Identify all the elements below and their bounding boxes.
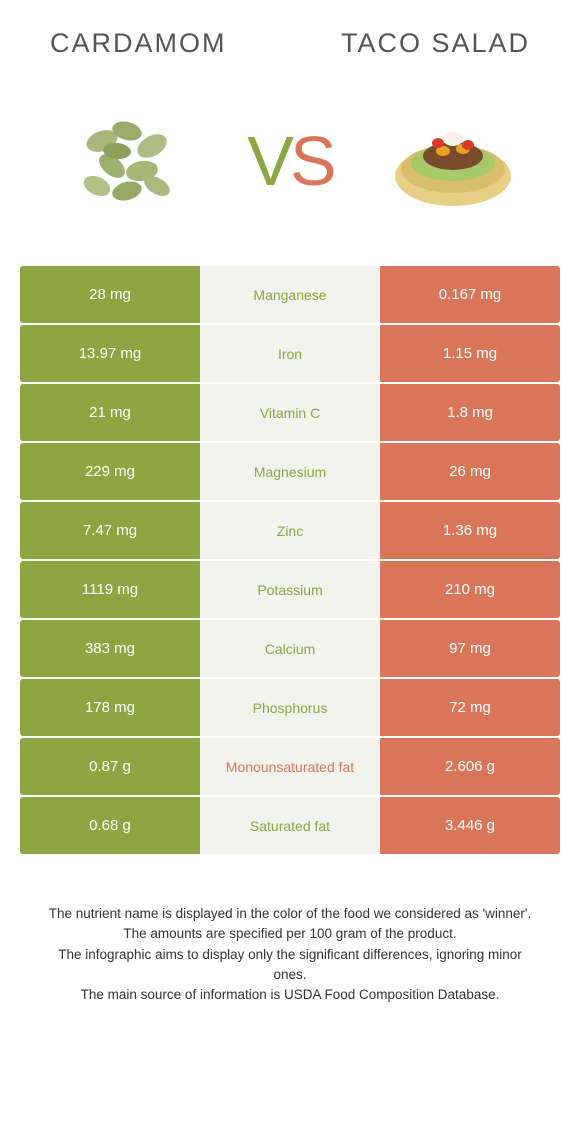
footer-line-4: The main source of information is USDA F…	[40, 985, 540, 1005]
nutrient-row: 229 mgMagnesium26 mg	[20, 443, 560, 500]
nutrient-name: Vitamin C	[200, 384, 380, 441]
vs-v-letter: V	[247, 121, 290, 201]
nutrient-row: 7.47 mgZinc1.36 mg	[20, 502, 560, 559]
right-value: 97 mg	[380, 620, 560, 677]
cardamom-image	[52, 86, 202, 236]
nutrient-name: Iron	[200, 325, 380, 382]
nutrient-table: 28 mgManganese0.167 mg13.97 mgIron1.15 m…	[20, 266, 560, 854]
nutrient-row: 0.87 gMonounsaturated fat2.606 g	[20, 738, 560, 795]
left-value: 1119 mg	[20, 561, 200, 618]
header: Cardamom Taco salad	[0, 0, 580, 71]
right-value: 2.606 g	[380, 738, 560, 795]
left-value: 7.47 mg	[20, 502, 200, 559]
footer-line-2: The amounts are specified per 100 gram o…	[40, 924, 540, 944]
right-value: 1.15 mg	[380, 325, 560, 382]
footer-line-1: The nutrient name is displayed in the co…	[40, 904, 540, 924]
nutrient-row: 28 mgManganese0.167 mg	[20, 266, 560, 323]
nutrient-name: Manganese	[200, 266, 380, 323]
left-value: 21 mg	[20, 384, 200, 441]
right-value: 72 mg	[380, 679, 560, 736]
left-value: 13.97 mg	[20, 325, 200, 382]
infographic-container: Cardamom Taco salad V S	[0, 0, 580, 1025]
nutrient-name: Calcium	[200, 620, 380, 677]
right-food-title: Taco salad	[341, 28, 530, 59]
left-value: 0.68 g	[20, 797, 200, 854]
nutrient-row: 0.68 gSaturated fat3.446 g	[20, 797, 560, 854]
taco-salad-image	[378, 86, 528, 236]
vs-s-letter: S	[290, 121, 333, 201]
nutrient-row: 13.97 mgIron1.15 mg	[20, 325, 560, 382]
right-value: 3.446 g	[380, 797, 560, 854]
right-value: 1.36 mg	[380, 502, 560, 559]
nutrient-name: Saturated fat	[200, 797, 380, 854]
nutrient-row: 178 mgPhosphorus72 mg	[20, 679, 560, 736]
right-value: 210 mg	[380, 561, 560, 618]
nutrient-name: Zinc	[200, 502, 380, 559]
left-value: 383 mg	[20, 620, 200, 677]
nutrient-row: 21 mgVitamin C1.8 mg	[20, 384, 560, 441]
nutrient-name: Phosphorus	[200, 679, 380, 736]
nutrient-name: Magnesium	[200, 443, 380, 500]
nutrient-row: 383 mgCalcium97 mg	[20, 620, 560, 677]
footer-notes: The nutrient name is displayed in the co…	[0, 856, 580, 1025]
left-value: 0.87 g	[20, 738, 200, 795]
right-value: 26 mg	[380, 443, 560, 500]
left-value: 229 mg	[20, 443, 200, 500]
nutrient-name: Potassium	[200, 561, 380, 618]
nutrient-name: Monounsaturated fat	[200, 738, 380, 795]
footer-line-3: The infographic aims to display only the…	[40, 945, 540, 986]
vs-label: V S	[247, 121, 332, 201]
vs-row: V S	[0, 71, 580, 266]
left-value: 28 mg	[20, 266, 200, 323]
right-value: 0.167 mg	[380, 266, 560, 323]
left-value: 178 mg	[20, 679, 200, 736]
left-food-title: Cardamom	[50, 28, 227, 59]
right-value: 1.8 mg	[380, 384, 560, 441]
nutrient-row: 1119 mgPotassium210 mg	[20, 561, 560, 618]
